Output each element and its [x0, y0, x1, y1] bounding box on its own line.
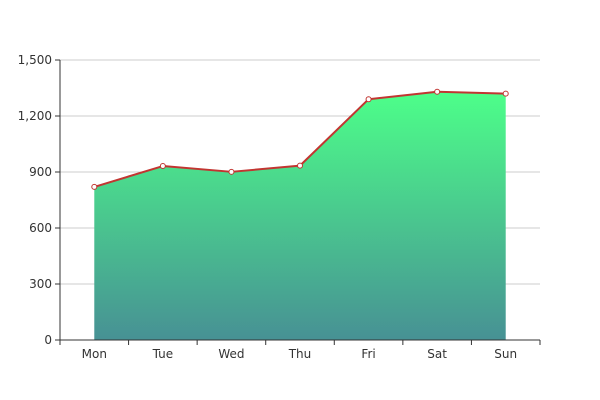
y-tick-label: 1,200 — [18, 109, 52, 123]
y-tick-label: 300 — [29, 277, 52, 291]
data-point[interactable] — [434, 88, 441, 95]
area-fill — [94, 91, 506, 340]
x-tick-label: Sun — [494, 347, 517, 361]
y-tick-label: 0 — [44, 333, 52, 347]
data-point[interactable] — [502, 90, 509, 97]
data-point[interactable] — [228, 168, 235, 175]
x-tick-label: Thu — [288, 347, 312, 361]
data-point[interactable] — [91, 183, 98, 190]
tick-labels: 0 300 600 900 1,200 1,500 Mon Tue Wed Thu Fri Sat Su… — [18, 53, 517, 361]
data-point[interactable] — [159, 163, 166, 170]
data-point[interactable] — [297, 162, 303, 169]
x-tick-label: Mon — [82, 347, 107, 361]
data-point[interactable] — [365, 96, 372, 103]
data-markers — [91, 88, 509, 190]
axes — [55, 59, 541, 345]
y-tick-label: 900 — [29, 165, 52, 179]
y-tick-label: 1,500 — [18, 53, 52, 67]
y-tick-label: 600 — [29, 221, 52, 235]
area-series — [93, 90, 506, 340]
x-tick-label: Fri — [361, 347, 375, 361]
x-tick-label: Wed — [218, 347, 244, 361]
x-tick-label: Tue — [152, 347, 174, 361]
x-tick-label: Sat — [427, 347, 447, 361]
